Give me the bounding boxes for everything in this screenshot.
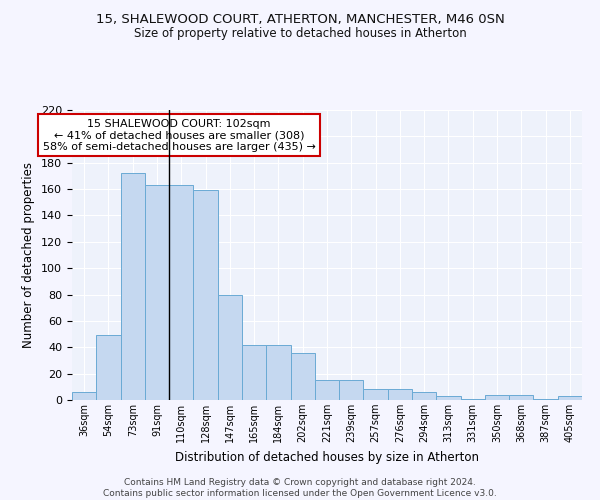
Bar [218, 294, 242, 400]
Bar [169, 185, 193, 400]
Bar [339, 380, 364, 400]
Bar [145, 185, 169, 400]
Bar [242, 344, 266, 400]
Bar [412, 392, 436, 400]
X-axis label: Distribution of detached houses by size in Atherton: Distribution of detached houses by size … [175, 450, 479, 464]
Bar [509, 394, 533, 400]
Text: Size of property relative to detached houses in Atherton: Size of property relative to detached ho… [134, 28, 466, 40]
Text: Contains HM Land Registry data © Crown copyright and database right 2024.
Contai: Contains HM Land Registry data © Crown c… [103, 478, 497, 498]
Bar [315, 380, 339, 400]
Text: 15, SHALEWOOD COURT, ATHERTON, MANCHESTER, M46 0SN: 15, SHALEWOOD COURT, ATHERTON, MANCHESTE… [95, 12, 505, 26]
Bar [193, 190, 218, 400]
Bar [461, 398, 485, 400]
Bar [72, 392, 96, 400]
Bar [364, 390, 388, 400]
Bar [436, 396, 461, 400]
Bar [558, 396, 582, 400]
Bar [96, 336, 121, 400]
Bar [388, 390, 412, 400]
Bar [485, 394, 509, 400]
Bar [121, 174, 145, 400]
Y-axis label: Number of detached properties: Number of detached properties [22, 162, 35, 348]
Bar [290, 352, 315, 400]
Bar [266, 344, 290, 400]
Bar [533, 398, 558, 400]
Text: 15 SHALEWOOD COURT: 102sqm
← 41% of detached houses are smaller (308)
58% of sem: 15 SHALEWOOD COURT: 102sqm ← 41% of deta… [43, 118, 316, 152]
